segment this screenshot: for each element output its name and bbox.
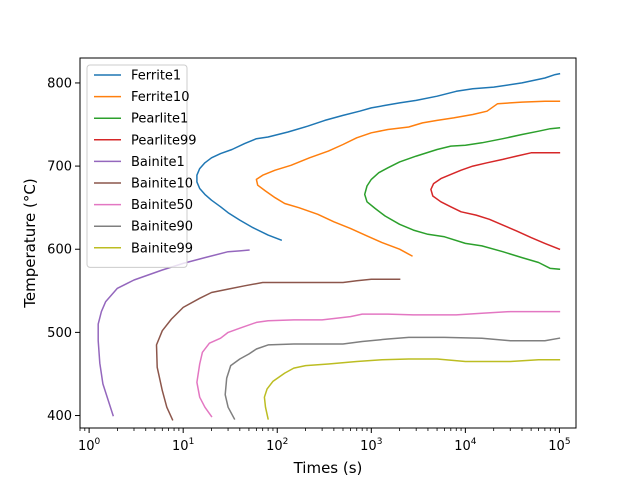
x-tick-label: 104 xyxy=(454,437,477,454)
series-line-pearlite1 xyxy=(363,126,561,271)
x-axis-title: Times (s) xyxy=(293,459,363,477)
x-tick-label: 100 xyxy=(78,437,101,454)
series-line-bainite50 xyxy=(196,310,561,418)
x-tick-label: 105 xyxy=(548,437,570,454)
x-tick-label: 102 xyxy=(266,437,288,454)
legend-label: Pearlite99 xyxy=(131,133,197,148)
legend-label: Bainite1 xyxy=(131,155,185,170)
series-line-ferrite1 xyxy=(196,72,561,242)
legend-label: Pearlite1 xyxy=(131,112,188,127)
legend-label: Bainite50 xyxy=(131,198,193,213)
series-line-bainite1 xyxy=(97,249,250,417)
series-line-bainite10 xyxy=(155,278,401,421)
legend-box xyxy=(86,64,188,268)
x-tick-label: 101 xyxy=(172,437,194,454)
y-tick-label: 800 xyxy=(47,76,72,91)
y-axis: 400 500 600 700 800 xyxy=(47,76,80,424)
y-tick-label: 700 xyxy=(47,160,72,175)
series-line-ferrite10 xyxy=(255,100,561,257)
x-tick-label: 103 xyxy=(360,437,382,454)
series-line-bainite90 xyxy=(224,336,561,420)
plot-lines xyxy=(97,72,561,421)
plot-frame xyxy=(79,57,577,429)
series-line-pearlite99 xyxy=(430,152,561,251)
legend-label: Ferrite10 xyxy=(131,90,189,105)
legend-label: Ferrite1 xyxy=(131,69,181,84)
y-tick-label: 600 xyxy=(47,243,72,258)
y-tick-label: 500 xyxy=(47,326,72,341)
series-line-bainite99 xyxy=(263,358,561,420)
y-tick-label: 400 xyxy=(47,409,72,424)
x-axis: 100 101 102 103 104 105 xyxy=(78,428,571,454)
legend: Ferrite1 Ferrite10 Pearlite1 Pearlite99 Bain… xyxy=(86,64,197,268)
legend-label: Bainite99 xyxy=(131,241,193,256)
legend-label: Bainite10 xyxy=(131,177,193,192)
legend-label: Bainite90 xyxy=(131,220,193,235)
y-axis-title: Temperature (°C) xyxy=(21,178,39,308)
